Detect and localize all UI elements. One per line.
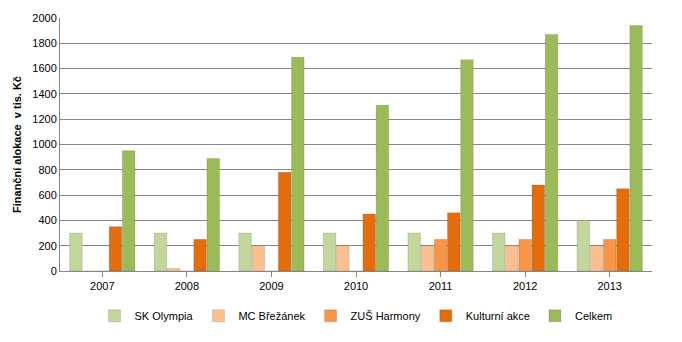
svg-text:2012: 2012	[513, 280, 537, 292]
svg-text:1400: 1400	[32, 88, 56, 100]
svg-text:Celkem: Celkem	[575, 310, 612, 322]
svg-text:Finanční alokace v tis. Kč: Finanční alokace v tis. Kč	[11, 76, 23, 213]
svg-text:2010: 2010	[344, 280, 368, 292]
svg-text:800: 800	[38, 164, 56, 176]
svg-text:2009: 2009	[259, 280, 283, 292]
svg-text:Kulturní akce: Kulturní akce	[466, 310, 530, 322]
svg-text:1000: 1000	[32, 138, 56, 150]
svg-text:200: 200	[38, 240, 56, 252]
svg-text:1600: 1600	[32, 62, 56, 74]
svg-text:MC Břežánek: MC Břežánek	[238, 310, 305, 322]
svg-text:2013: 2013	[597, 280, 621, 292]
svg-text:1200: 1200	[32, 113, 56, 125]
svg-text:2008: 2008	[175, 280, 199, 292]
svg-text:1800: 1800	[32, 37, 56, 49]
svg-text:0: 0	[51, 265, 57, 277]
svg-text:2011: 2011	[429, 280, 453, 292]
svg-text:2000: 2000	[32, 12, 56, 24]
svg-text:600: 600	[38, 189, 56, 201]
svg-text:400: 400	[38, 214, 56, 226]
svg-text:ZUŠ Harmony: ZUŠ Harmony	[351, 310, 421, 322]
svg-text:2007: 2007	[90, 280, 114, 292]
svg-text:SK Olympia: SK Olympia	[135, 310, 194, 322]
